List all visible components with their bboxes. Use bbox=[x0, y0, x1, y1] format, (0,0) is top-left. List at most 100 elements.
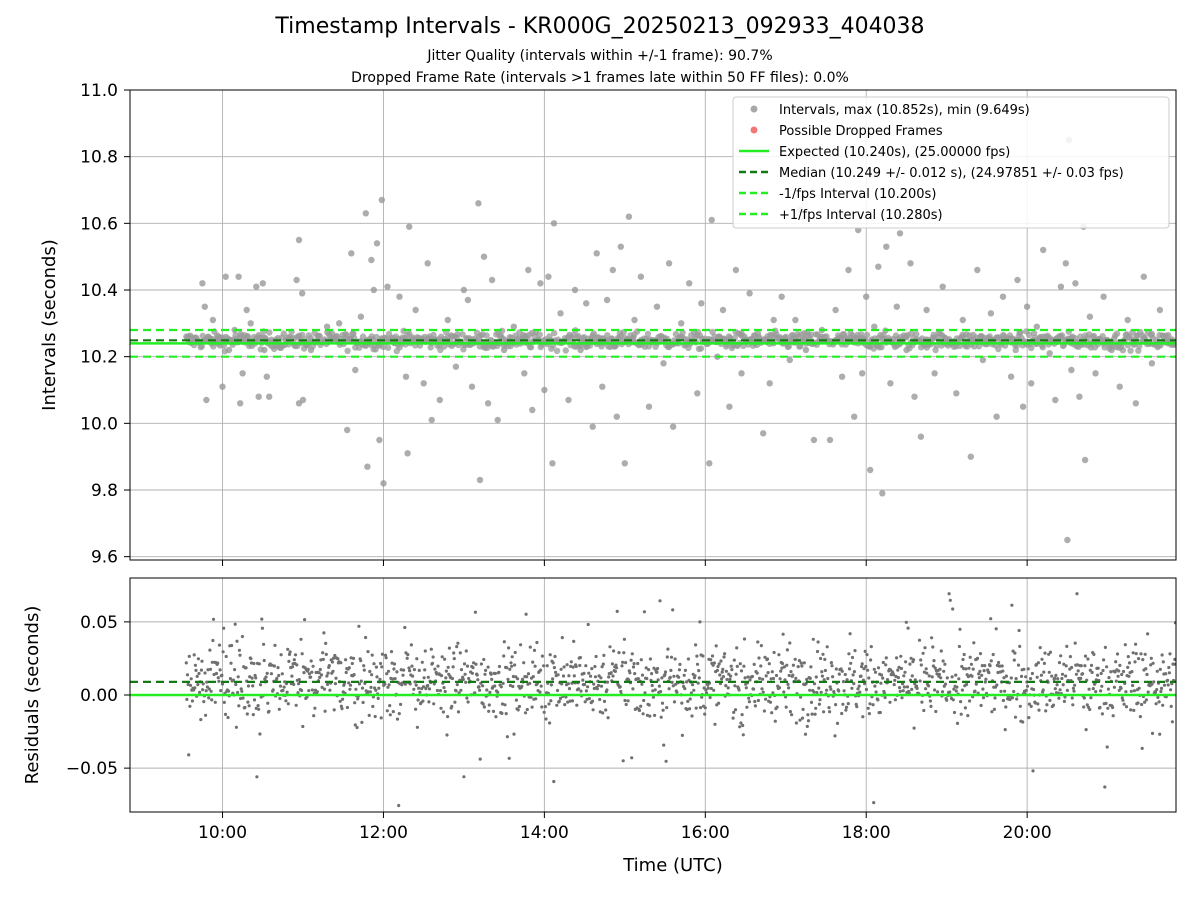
residual-point bbox=[968, 655, 972, 659]
residual-point bbox=[256, 704, 260, 708]
residual-point bbox=[604, 708, 608, 712]
residual-point bbox=[1008, 697, 1012, 702]
residual-point bbox=[1015, 697, 1019, 701]
interval-outlier-point bbox=[665, 260, 673, 267]
residual-point bbox=[1045, 703, 1049, 707]
residual-point bbox=[998, 664, 1002, 668]
residual-point bbox=[1012, 658, 1016, 662]
interval-outlier-point bbox=[203, 396, 210, 404]
residual-point bbox=[395, 717, 400, 721]
residual-point bbox=[234, 725, 238, 729]
residual-point bbox=[331, 669, 335, 673]
residual-point bbox=[624, 661, 628, 665]
residual-point bbox=[392, 667, 396, 671]
residual-point bbox=[769, 677, 773, 681]
residual-point bbox=[317, 671, 321, 675]
residual-point bbox=[264, 675, 268, 679]
residual-point bbox=[630, 756, 634, 760]
residual-point bbox=[217, 679, 221, 683]
residual-point bbox=[347, 681, 351, 685]
residual-point bbox=[1144, 667, 1148, 671]
residual-point bbox=[896, 676, 901, 680]
interval-outlier-point bbox=[1072, 280, 1079, 287]
residual-point bbox=[529, 695, 533, 699]
residual-point bbox=[904, 660, 908, 664]
residual-point bbox=[453, 700, 457, 704]
residual-point bbox=[692, 688, 696, 692]
residual-point bbox=[730, 668, 734, 672]
residual-point bbox=[216, 661, 220, 665]
residual-point bbox=[593, 675, 598, 679]
interval-point bbox=[527, 344, 535, 351]
residual-point bbox=[1025, 684, 1030, 688]
interval-point bbox=[380, 343, 387, 351]
residual-point bbox=[300, 688, 304, 693]
residual-point bbox=[310, 670, 314, 674]
residual-point bbox=[1010, 696, 1015, 700]
residual-point bbox=[816, 640, 820, 644]
residual-point bbox=[598, 697, 602, 702]
residual-point bbox=[287, 659, 291, 664]
residual-point bbox=[559, 667, 563, 671]
residual-point bbox=[629, 658, 633, 662]
residual-point bbox=[374, 688, 378, 692]
residual-point bbox=[415, 725, 419, 729]
residual-point bbox=[459, 688, 463, 692]
residual-point bbox=[445, 733, 449, 737]
interval-outlier-point bbox=[468, 383, 476, 390]
residual-point bbox=[295, 663, 299, 667]
residual-point bbox=[464, 680, 468, 684]
residual-point bbox=[1061, 683, 1065, 687]
residual-point bbox=[462, 662, 467, 666]
residual-point bbox=[809, 700, 814, 705]
residual-point bbox=[567, 687, 572, 691]
residual-point bbox=[732, 658, 736, 662]
residual-point bbox=[962, 667, 966, 671]
residual-point bbox=[1058, 688, 1062, 692]
residual-point bbox=[612, 649, 616, 653]
residual-point bbox=[509, 661, 513, 665]
residual-point bbox=[977, 672, 981, 676]
residual-point bbox=[276, 666, 280, 670]
residual-point bbox=[579, 689, 583, 693]
residual-point bbox=[858, 690, 862, 694]
interval-point bbox=[1028, 344, 1035, 352]
residual-point bbox=[533, 664, 537, 668]
residual-point bbox=[1109, 670, 1113, 674]
residual-point bbox=[517, 704, 522, 709]
residual-point bbox=[204, 713, 208, 717]
residual-point bbox=[1170, 720, 1174, 724]
residual-point bbox=[994, 627, 998, 631]
residual-point bbox=[601, 711, 605, 715]
residual-point bbox=[1114, 660, 1118, 664]
residual-point bbox=[575, 703, 579, 707]
residual-point bbox=[883, 695, 887, 700]
residual-point bbox=[572, 674, 576, 678]
residual-point bbox=[631, 687, 635, 691]
interval-point bbox=[863, 331, 871, 339]
residual-point bbox=[1003, 728, 1007, 732]
residual-point bbox=[833, 734, 837, 738]
residual-point bbox=[281, 688, 285, 693]
residual-point bbox=[973, 689, 977, 693]
interval-outlier-point bbox=[609, 266, 616, 274]
interval-outlier-point bbox=[726, 403, 733, 410]
residual-point bbox=[254, 676, 258, 680]
residual-point bbox=[1167, 665, 1171, 670]
residual-point bbox=[503, 703, 507, 707]
residual-point bbox=[812, 690, 816, 694]
residual-point bbox=[1166, 683, 1170, 687]
residual-point bbox=[379, 716, 383, 720]
residual-point bbox=[1090, 670, 1094, 675]
residual-point bbox=[586, 622, 590, 627]
residual-point bbox=[1089, 696, 1093, 700]
residual-point bbox=[717, 701, 721, 705]
interval-outlier-point bbox=[645, 403, 653, 410]
residual-point bbox=[1134, 642, 1138, 646]
residual-point bbox=[535, 640, 539, 645]
residual-point bbox=[911, 658, 916, 662]
residual-point bbox=[830, 664, 834, 668]
residual-point bbox=[1130, 670, 1134, 674]
residual-point bbox=[403, 625, 407, 630]
residual-point bbox=[786, 682, 790, 687]
